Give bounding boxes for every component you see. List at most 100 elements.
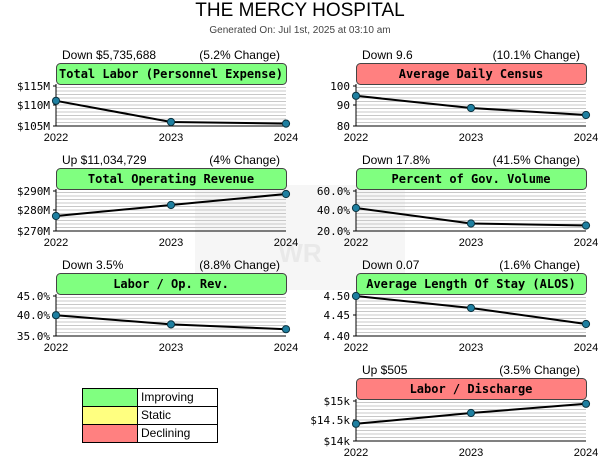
x-tick-label: 2022 xyxy=(344,447,368,459)
chart-title-banner xyxy=(356,63,587,85)
y-tick-label: 4.40 xyxy=(324,330,351,343)
data-point xyxy=(166,320,176,329)
chart-title-banner xyxy=(56,63,287,85)
x-tick-label: 2023 xyxy=(459,447,483,459)
legend-item-improving: Improving xyxy=(83,389,217,407)
data-point xyxy=(581,110,591,120)
y-tick-label: 40.0% xyxy=(17,309,50,322)
data-point xyxy=(581,399,591,408)
y-tick-label: $270M xyxy=(17,225,50,238)
x-tick-label: 2024 xyxy=(574,342,598,354)
chart-title: Labor / Discharge xyxy=(410,382,533,396)
data-point xyxy=(51,96,61,105)
y-tick-label: 60.0% xyxy=(317,185,350,198)
legend-swatch-declining xyxy=(83,425,138,442)
y-tick-label: $15k xyxy=(324,395,351,408)
data-point xyxy=(281,119,291,128)
x-tick-label: 2022 xyxy=(344,132,368,144)
x-tick-label: 2023 xyxy=(159,237,183,249)
chart-7: Up $505 (3.5% Change) Labor / Discharge $15… xyxy=(310,363,598,459)
y-tick-label: 80 xyxy=(337,120,350,133)
x-tick-label: 2022 xyxy=(44,132,68,144)
data-point xyxy=(281,325,291,334)
x-tick-label: 2023 xyxy=(459,237,483,249)
x-tick-label: 2022 xyxy=(344,342,368,354)
chart-4: Down 17.8% (41.5% Change) Percent of Gov. … xyxy=(317,153,598,249)
y-tick-label: 40.0% xyxy=(317,204,350,217)
chart-title: Total Labor (Personnel Expense) xyxy=(59,67,283,81)
page-title: THE MERCY HOSPITAL xyxy=(195,0,405,21)
data-point xyxy=(351,91,361,100)
chart-1: Down $5,735,688 (5.2% Change) Total Labor … xyxy=(17,48,298,144)
change-amount: Up $11,034,729 xyxy=(62,153,147,167)
change-percent: (10.1% Change) xyxy=(493,48,580,62)
chart-title: Average Daily Census xyxy=(399,67,544,81)
change-percent: (4% Change) xyxy=(209,153,280,167)
x-tick-label: 2024 xyxy=(574,447,598,459)
x-tick-label: 2023 xyxy=(459,132,483,144)
change-percent: (8.8% Change) xyxy=(199,258,280,272)
y-tick-label: 90 xyxy=(337,99,350,112)
x-tick-label: 2022 xyxy=(44,342,68,354)
legend-label: Static xyxy=(141,408,172,422)
legend-item-declining: Declining xyxy=(83,425,217,442)
data-point xyxy=(466,408,476,418)
chart-2: Down 9.6 (10.1% Change) Average Daily Cens… xyxy=(330,48,598,144)
chart-5: Down 3.5% (8.8% Change) Labor / Op. Rev. 45… xyxy=(17,258,298,354)
x-tick-label: 2023 xyxy=(159,342,183,354)
change-percent: (1.6% Change) xyxy=(499,258,580,272)
y-tick-label: 100 xyxy=(330,80,350,93)
change-percent: (41.5% Change) xyxy=(493,153,580,167)
data-point xyxy=(351,203,361,213)
y-tick-label: $14k xyxy=(324,435,351,448)
y-tick-label: 35.0% xyxy=(17,330,50,343)
chart-title-banner xyxy=(356,168,587,190)
x-tick-label: 2024 xyxy=(274,342,298,354)
y-tick-label: 20.0% xyxy=(317,225,350,238)
y-tick-label: $105M xyxy=(17,120,50,133)
legend-swatch-static xyxy=(83,407,138,424)
chart-title-banner xyxy=(56,168,287,190)
y-tick-label: 4.50 xyxy=(324,290,351,303)
data-point xyxy=(581,319,591,329)
data-point xyxy=(51,211,61,221)
data-point xyxy=(466,219,476,228)
y-tick-label: $110M xyxy=(17,99,50,112)
chart-title: Average Length Of Stay (ALOS) xyxy=(366,277,576,291)
data-point xyxy=(51,311,61,320)
data-point xyxy=(351,291,361,301)
change-percent: (5.2% Change) xyxy=(199,48,280,62)
chart-title-banner xyxy=(356,378,587,400)
x-tick-label: 2024 xyxy=(574,132,598,144)
change-percent: (3.5% Change) xyxy=(499,363,580,377)
chart-3: Up $11,034,729 (4% Change) Total Operating… xyxy=(17,153,298,249)
chart-title-banner xyxy=(56,273,287,295)
data-point xyxy=(166,200,176,210)
change-amount: Down 3.5% xyxy=(62,258,124,272)
legend-swatch-improving xyxy=(83,389,138,406)
y-tick-label: 4.45 xyxy=(324,309,351,322)
legend-item-static: Static xyxy=(83,407,217,425)
data-point xyxy=(351,419,361,428)
x-tick-label: 2022 xyxy=(44,237,68,249)
y-tick-label: $290M xyxy=(17,185,50,198)
generated-timestamp: Generated On: Jul 1st, 2025 at 03:10 am xyxy=(209,25,391,36)
watermark-mark: WR xyxy=(278,238,322,268)
data-point xyxy=(166,117,176,127)
x-tick-label: 2024 xyxy=(274,132,298,144)
data-point xyxy=(581,221,591,230)
change-amount: Down 17.8% xyxy=(362,153,430,167)
watermark-shape xyxy=(195,185,405,290)
chart-title: Labor / Op. Rev. xyxy=(113,277,229,291)
legend: Improving Static Declining xyxy=(82,388,218,443)
change-amount: Down $5,735,688 xyxy=(62,48,156,62)
x-tick-label: 2022 xyxy=(344,237,368,249)
x-tick-label: 2023 xyxy=(159,132,183,144)
chart-6: Down 0.07 (1.6% Change) Average Length Of … xyxy=(324,258,599,354)
change-amount: Up $505 xyxy=(362,363,408,377)
legend-label: Improving xyxy=(141,390,194,404)
y-tick-label: $115M xyxy=(17,80,50,93)
change-amount: Down 0.07 xyxy=(362,258,420,272)
watermark-logo: WR xyxy=(195,185,405,290)
